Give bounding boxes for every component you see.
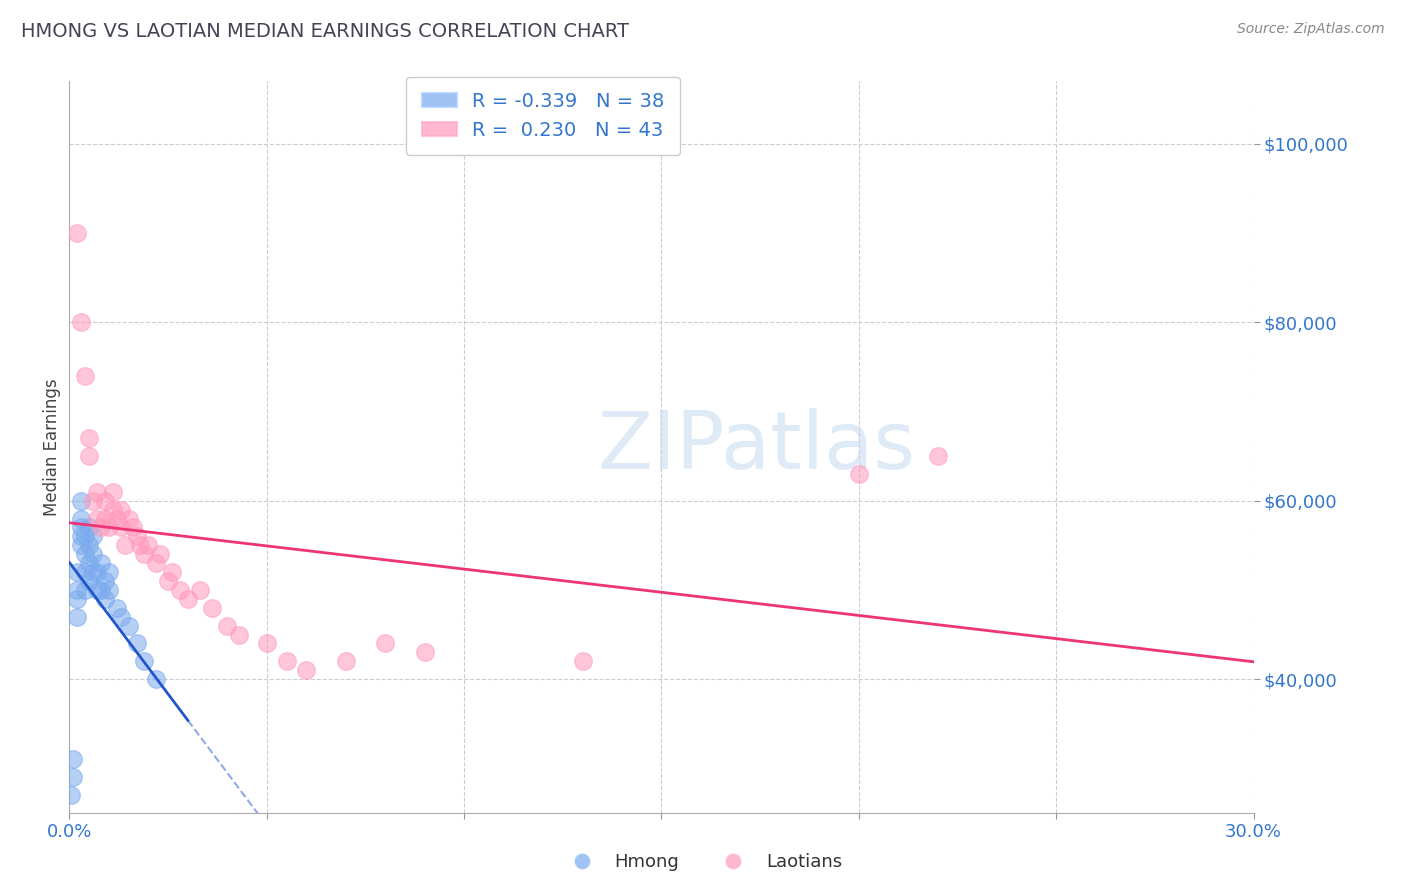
- Point: [82, 565, 104, 579]
- Point: [70, 493, 93, 508]
- Point: [66, 565, 89, 579]
- Point: [101, 502, 124, 516]
- Point: [138, 538, 160, 552]
- Point: [90, 556, 112, 570]
- Point: [77, 556, 100, 570]
- Point: [77, 538, 100, 552]
- Point: [70, 315, 93, 329]
- Point: [157, 574, 180, 588]
- Point: [295, 663, 318, 677]
- Point: [228, 627, 250, 641]
- Point: [200, 600, 222, 615]
- Point: [134, 547, 156, 561]
- Point: [121, 520, 143, 534]
- Point: [169, 582, 191, 597]
- Point: [70, 511, 93, 525]
- Point: [70, 529, 93, 543]
- Point: [75, 529, 97, 543]
- Text: Source: ZipAtlas.com: Source: ZipAtlas.com: [1237, 22, 1385, 37]
- Point: [94, 574, 117, 588]
- Point: [82, 547, 104, 561]
- Point: [94, 511, 117, 525]
- Point: [927, 449, 949, 463]
- Point: [125, 636, 148, 650]
- Point: [105, 600, 128, 615]
- Point: [66, 226, 89, 240]
- Point: [256, 636, 278, 650]
- Point: [94, 591, 117, 606]
- Point: [114, 538, 136, 552]
- Point: [571, 654, 593, 668]
- Y-axis label: Median Earnings: Median Earnings: [44, 378, 60, 516]
- Point: [62, 752, 84, 766]
- Point: [848, 467, 870, 481]
- Point: [125, 529, 148, 543]
- Point: [75, 368, 97, 383]
- Point: [118, 511, 141, 525]
- Point: [82, 493, 104, 508]
- Point: [129, 538, 152, 552]
- Point: [86, 484, 108, 499]
- Point: [118, 618, 141, 632]
- Point: [70, 538, 93, 552]
- Point: [77, 449, 100, 463]
- Point: [374, 636, 396, 650]
- Point: [75, 547, 97, 561]
- Point: [110, 609, 132, 624]
- Point: [177, 859, 200, 873]
- Point: [66, 591, 89, 606]
- Point: [413, 645, 436, 659]
- Point: [97, 520, 120, 534]
- Point: [70, 520, 93, 534]
- Point: [188, 582, 211, 597]
- Point: [90, 582, 112, 597]
- Text: ZIPatlas: ZIPatlas: [598, 409, 915, 486]
- Point: [101, 484, 124, 499]
- Point: [105, 511, 128, 525]
- Point: [66, 582, 89, 597]
- Point: [335, 654, 357, 668]
- Point: [90, 520, 112, 534]
- Legend: R = -0.339   N = 38, R =  0.230   N = 43: R = -0.339 N = 38, R = 0.230 N = 43: [406, 77, 681, 155]
- Point: [145, 672, 167, 686]
- Point: [86, 582, 108, 597]
- Point: [97, 582, 120, 597]
- Point: [75, 582, 97, 597]
- Point: [97, 565, 120, 579]
- Point: [86, 511, 108, 525]
- Text: HMONG VS LAOTIAN MEDIAN EARNINGS CORRELATION CHART: HMONG VS LAOTIAN MEDIAN EARNINGS CORRELA…: [21, 22, 628, 41]
- Point: [134, 654, 156, 668]
- Point: [77, 520, 100, 534]
- Legend: Hmong, Laotians: Hmong, Laotians: [557, 847, 849, 879]
- Point: [60, 788, 83, 802]
- Point: [75, 565, 97, 579]
- Point: [62, 770, 84, 784]
- Point: [86, 565, 108, 579]
- Point: [66, 609, 89, 624]
- Point: [160, 565, 183, 579]
- Point: [276, 654, 298, 668]
- Point: [110, 520, 132, 534]
- Point: [149, 547, 172, 561]
- Point: [82, 529, 104, 543]
- Point: [177, 591, 200, 606]
- Point: [94, 493, 117, 508]
- Point: [145, 556, 167, 570]
- Point: [217, 618, 239, 632]
- Point: [77, 431, 100, 445]
- Point: [77, 574, 100, 588]
- Point: [110, 502, 132, 516]
